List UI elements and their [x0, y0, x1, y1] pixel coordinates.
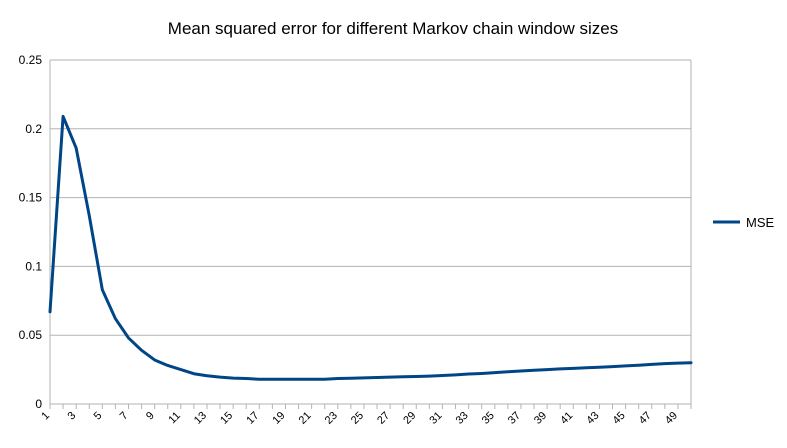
x-tick-label: 33 [454, 410, 471, 427]
series-layer [48, 114, 693, 381]
y-tick-label: 0.25 [19, 53, 43, 67]
x-tick-label: 23 [323, 410, 340, 427]
x-tick-label: 25 [349, 410, 366, 427]
y-tick-label: 0 [35, 397, 42, 411]
x-tick-label: 17 [244, 410, 261, 427]
x-tick-label: 29 [401, 410, 418, 427]
x-tick-label: 27 [375, 410, 392, 427]
x-tick-label: 43 [584, 410, 601, 427]
x-tick-label: 47 [637, 410, 654, 427]
x-tick-label: 13 [192, 410, 209, 427]
y-tick-label: 0.2 [25, 122, 42, 136]
series-line-0 [48, 114, 693, 381]
chart-title: Mean squared error for different Markov … [168, 19, 618, 38]
x-tick-label: 35 [480, 410, 497, 427]
x-tick-label: 3 [65, 410, 78, 423]
x-tick-label: 39 [532, 410, 549, 427]
x-tick-label: 21 [297, 410, 314, 427]
x-tick-label: 9 [144, 410, 157, 423]
y-tick-label: 0.15 [19, 191, 43, 205]
legend-label: MSE [746, 215, 775, 230]
x-tick-label: 19 [270, 410, 287, 427]
x-tick-label: 31 [427, 410, 444, 427]
x-tick-label: 5 [92, 410, 105, 423]
y-tick-label: 0.05 [19, 328, 43, 342]
x-axis-ticks: 1 3 5 7 9 11 13 15 17 19 21 23 25 27 29 31 33 35 37 39 41 43 4… [39, 410, 680, 427]
x-tick-label: 1 [39, 410, 52, 423]
y-axis-ticks: 0 0.05 0.1 0.15 0.2 0.25 [19, 53, 43, 411]
y-tick-label: 0.1 [25, 259, 42, 273]
x-tick-label: 45 [611, 410, 628, 427]
x-tick-label: 15 [218, 410, 235, 427]
grid-lines [50, 59, 691, 405]
x-tick-label: 11 [166, 410, 183, 427]
x-tick-label: 37 [506, 410, 523, 427]
x-tick-label: 49 [663, 410, 680, 427]
x-tick-label: 7 [118, 410, 131, 423]
legend: MSE [713, 215, 775, 230]
axes [49, 60, 692, 409]
x-tick-label: 41 [558, 410, 575, 427]
